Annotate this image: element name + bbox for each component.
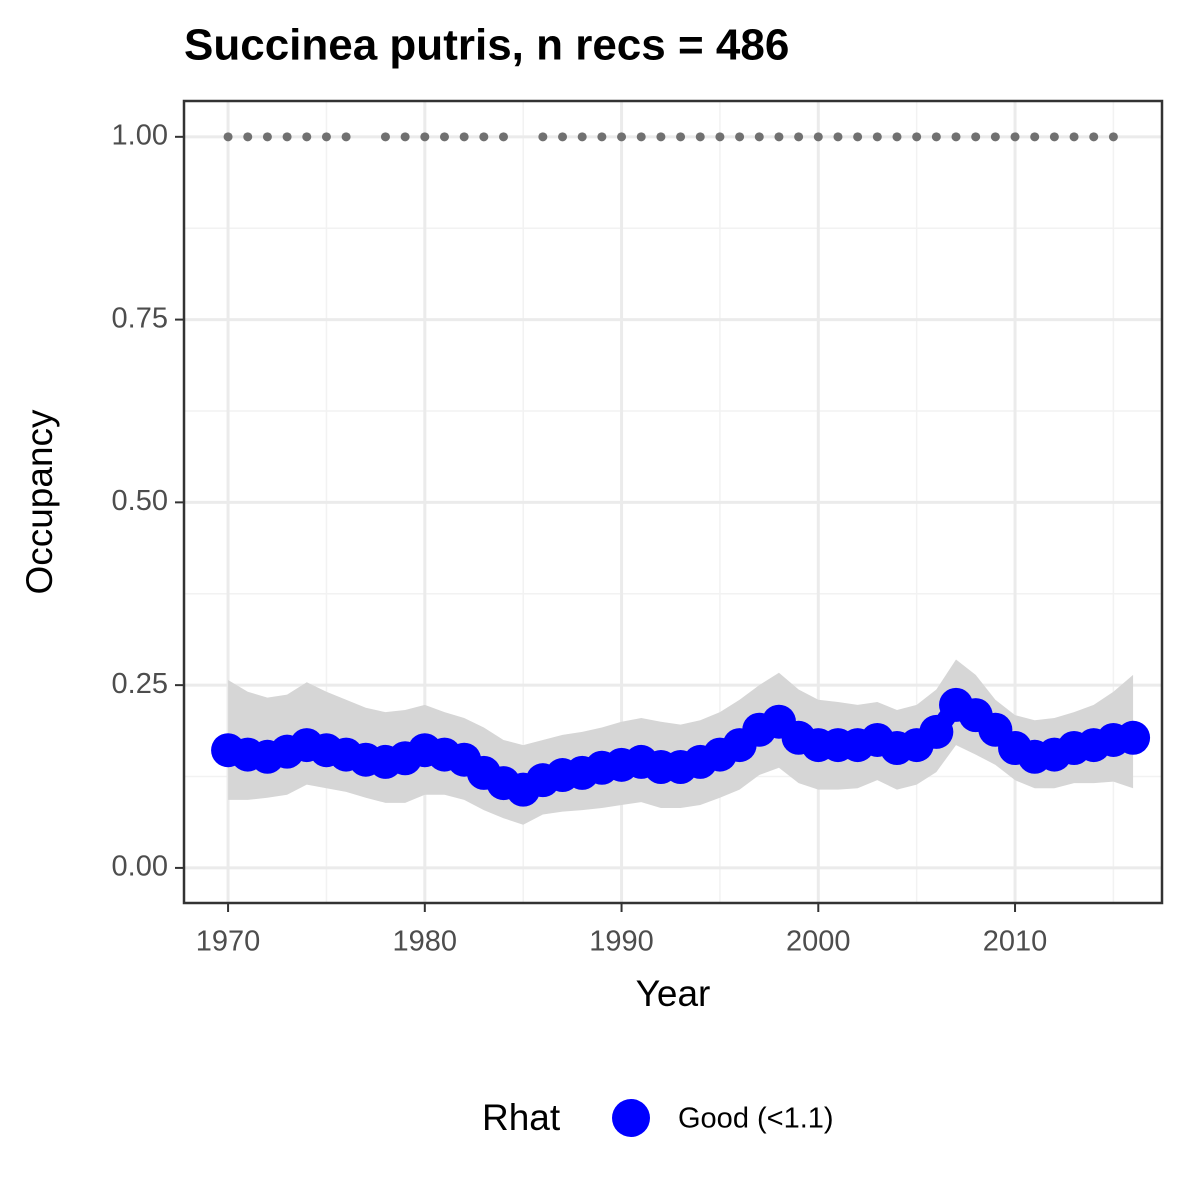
record-marker — [479, 132, 489, 142]
record-marker — [1108, 132, 1118, 142]
legend-title: Rhat — [482, 1097, 561, 1138]
record-marker — [400, 132, 410, 142]
record-marker — [754, 132, 764, 142]
y-tick-label: 0.75 — [112, 302, 168, 334]
record-marker — [262, 132, 272, 142]
record-marker — [656, 132, 666, 142]
record-marker — [558, 132, 568, 142]
record-marker — [223, 132, 233, 142]
record-marker — [813, 132, 823, 142]
x-axis-title: Year — [636, 973, 711, 1014]
record-marker — [341, 132, 351, 142]
record-marker — [951, 132, 961, 142]
x-tick-label: 1990 — [589, 926, 654, 958]
record-marker — [243, 132, 253, 142]
record-marker — [1030, 132, 1040, 142]
record-marker — [636, 132, 646, 142]
record-marker — [931, 132, 941, 142]
point — [1116, 720, 1151, 755]
plot-border — [182, 99, 1164, 905]
record-marker — [597, 132, 607, 142]
record-marker — [912, 132, 922, 142]
record-marker — [282, 132, 292, 142]
record-marker — [676, 132, 686, 142]
x-tick-label: 2000 — [786, 926, 851, 958]
record-marker — [735, 132, 745, 142]
point — [919, 714, 954, 749]
record-marker — [1010, 132, 1020, 142]
record-marker — [695, 132, 705, 142]
record-marker — [1049, 132, 1059, 142]
record-marker — [459, 132, 469, 142]
record-marker — [321, 132, 331, 142]
record-marker — [1089, 132, 1099, 142]
record-marker — [302, 132, 312, 142]
record-marker — [439, 132, 449, 142]
record-marker — [420, 132, 430, 142]
record-marker — [971, 132, 981, 142]
legend-symbol — [612, 1099, 650, 1137]
x-tick-label: 1970 — [196, 926, 261, 958]
record-marker — [380, 132, 390, 142]
y-tick-label: 1.00 — [112, 119, 168, 151]
record-marker — [715, 132, 725, 142]
confidence-band — [228, 659, 1134, 825]
y-tick-label: 0.50 — [112, 485, 168, 517]
record-marker — [538, 132, 548, 142]
record-marker — [853, 132, 863, 142]
chart-title: Succinea putris, n recs = 486 — [184, 21, 789, 70]
record-marker — [499, 132, 509, 142]
x-tick-label: 2010 — [983, 926, 1048, 958]
y-tick-label: 0.25 — [112, 668, 168, 700]
record-marker — [833, 132, 843, 142]
record-marker — [774, 132, 784, 142]
record-marker — [1069, 132, 1079, 142]
record-marker — [794, 132, 804, 142]
y-tick-label: 0.00 — [112, 851, 168, 883]
record-marker — [617, 132, 627, 142]
x-tick-label: 1980 — [393, 926, 458, 958]
y-axis-title: Occupancy — [19, 409, 60, 595]
legend-label: Good (<1.1) — [678, 1103, 834, 1135]
record-marker — [892, 132, 902, 142]
record-marker — [990, 132, 1000, 142]
record-marker — [872, 132, 882, 142]
record-marker — [577, 132, 587, 142]
